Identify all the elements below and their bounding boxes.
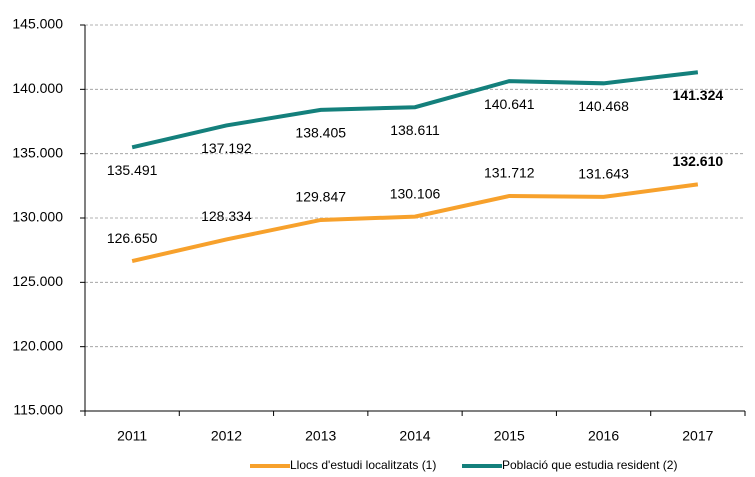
y-tick-label: 145.000 — [12, 16, 63, 32]
data-label: 135.491 — [107, 162, 158, 178]
y-tick-label: 125.000 — [12, 273, 63, 289]
legend-label: Població que estudia resident (2) — [502, 458, 677, 472]
legend-label: Llocs d'estudi localitzats (1) — [290, 458, 436, 472]
y-tick-label: 120.000 — [12, 337, 63, 353]
x-tick-label: 2011 — [117, 428, 147, 444]
data-label: 138.405 — [295, 125, 346, 141]
data-label: 132.610 — [673, 153, 724, 169]
y-tick-label: 140.000 — [12, 80, 63, 96]
data-label: 129.847 — [295, 189, 346, 205]
x-tick-label: 2013 — [305, 428, 336, 444]
x-tick-label: 2016 — [588, 428, 619, 444]
x-tick-label: 2017 — [682, 428, 713, 444]
data-label: 140.641 — [484, 96, 535, 112]
x-tick-label: 2014 — [399, 428, 430, 444]
series-line — [131, 70, 699, 150]
data-label: 141.324 — [673, 87, 724, 103]
y-tick-label: 130.000 — [12, 209, 63, 225]
data-label: 130.106 — [390, 185, 441, 201]
x-tick-label: 2012 — [211, 428, 242, 444]
data-label: 131.643 — [578, 166, 629, 182]
data-label: 131.712 — [484, 165, 535, 181]
data-label: 128.334 — [201, 208, 252, 224]
data-label: 138.611 — [390, 122, 440, 138]
data-label: 137.192 — [201, 140, 252, 156]
y-tick-label: 135.000 — [12, 144, 63, 160]
data-label: 140.468 — [578, 98, 629, 114]
data-label: 126.650 — [107, 230, 158, 246]
series-line — [131, 182, 699, 264]
x-tick-label: 2015 — [494, 428, 525, 444]
y-tick-label: 115.000 — [13, 402, 63, 418]
